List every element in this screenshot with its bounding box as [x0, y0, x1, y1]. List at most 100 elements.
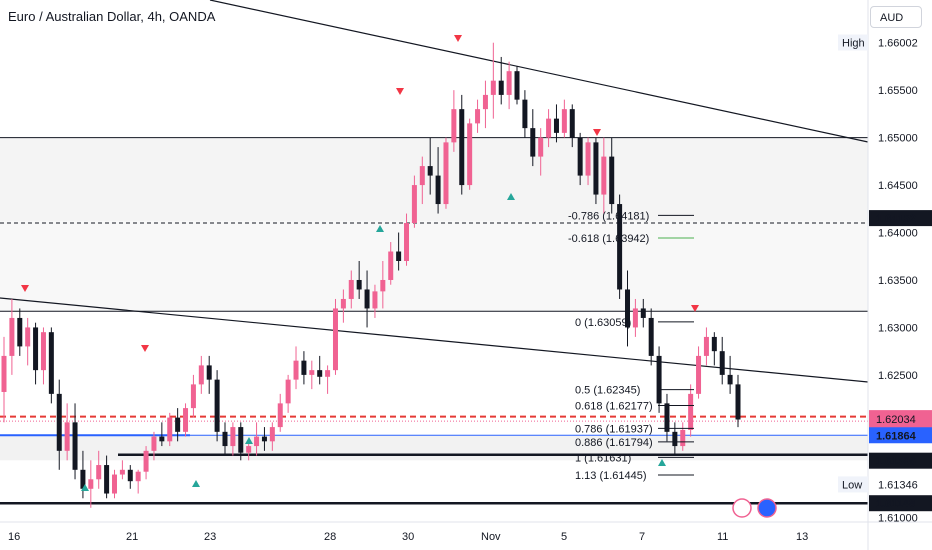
candle-body	[325, 370, 331, 377]
zone-lower	[0, 435, 868, 461]
candle-body	[261, 436, 267, 442]
candle-body	[609, 156, 615, 205]
fib-label: 0.618 (1.62177)	[575, 401, 653, 413]
candle-body	[364, 289, 370, 309]
candle-body	[151, 436, 157, 451]
candle-body	[625, 289, 631, 328]
candle-body	[64, 422, 70, 451]
candle-body	[340, 298, 346, 309]
fib-label: 0.886 (1.61794)	[575, 437, 653, 449]
candle-body	[175, 417, 181, 432]
candle-body	[33, 327, 39, 371]
candle-body	[577, 137, 583, 176]
news-event-icon[interactable]	[732, 498, 752, 518]
pivot-high-marker	[593, 129, 601, 136]
y-tick-label: 1.61000	[878, 512, 918, 524]
candle-body	[56, 393, 62, 451]
pivot-high-marker	[454, 35, 462, 42]
candle-body	[696, 355, 702, 394]
candle-body	[119, 469, 125, 475]
candle-body	[593, 142, 599, 195]
candle-body	[411, 185, 417, 224]
price-badge	[869, 427, 932, 444]
candle-body	[246, 446, 252, 453]
candle-body	[293, 360, 299, 380]
pivot-low-marker	[376, 225, 384, 232]
candle-body	[569, 109, 575, 138]
candle-body	[396, 251, 402, 261]
candle-body	[309, 370, 315, 375]
price-badge-value: 1.61346	[878, 479, 918, 491]
x-tick-label: 5	[561, 531, 567, 543]
candle-body	[127, 469, 133, 482]
candle-body	[104, 465, 110, 494]
candle-body	[167, 417, 173, 442]
candle-body	[317, 370, 323, 377]
candle-body	[348, 279, 354, 299]
candle-body	[475, 109, 481, 124]
x-tick-label: Nov	[481, 531, 501, 543]
zone-upper	[0, 137, 868, 222]
candle-body	[214, 379, 220, 432]
price-badge-value: 1.62034	[876, 414, 916, 426]
candle-body	[427, 166, 433, 176]
price-badge-value: 1.66002	[878, 38, 918, 50]
candle-body	[506, 71, 512, 95]
x-tick-label: 30	[402, 531, 414, 543]
candle-body	[254, 436, 260, 447]
x-tick-label: 7	[639, 531, 645, 543]
candle-body	[332, 308, 338, 371]
y-tick-label: 1.65000	[878, 133, 918, 145]
price-badge-value: 1.61864	[876, 430, 917, 442]
candle-body	[135, 471, 141, 482]
candle-body	[632, 308, 638, 328]
candle-body	[17, 317, 23, 347]
pivot-low-marker	[507, 193, 515, 200]
price-badge	[869, 495, 932, 512]
badge-side-label: High	[842, 38, 865, 50]
candle-body	[388, 251, 394, 280]
eu-flag-icon[interactable]	[757, 498, 777, 518]
candle-body	[538, 137, 544, 157]
candle-body	[601, 156, 607, 195]
candle-body	[277, 403, 283, 428]
candle-body	[269, 427, 275, 442]
currency-selector[interactable]: AUD	[870, 6, 922, 28]
candle-body	[735, 384, 741, 420]
candle-body	[530, 128, 536, 157]
candle-body	[206, 365, 212, 380]
pivot-low-marker	[658, 459, 666, 466]
price-badge	[869, 210, 932, 227]
candle-body	[80, 469, 86, 489]
x-tick-label: 13	[796, 531, 808, 543]
pivot-high-marker	[141, 345, 149, 352]
pivot-high-marker	[396, 88, 404, 95]
candle-body	[467, 123, 473, 186]
pivot-low-marker	[81, 484, 89, 491]
candle-body	[498, 80, 504, 95]
candle-body	[719, 351, 725, 375]
candle-body	[617, 204, 623, 290]
candle-body	[356, 279, 362, 290]
candle-body	[111, 474, 117, 494]
pivot-low-marker	[245, 437, 253, 444]
badge-side-label: Low	[842, 479, 862, 491]
candle-body	[48, 332, 54, 394]
candle-body	[159, 436, 165, 442]
x-tick-label: 21	[126, 531, 138, 543]
candle-body	[404, 223, 410, 261]
candle-body	[553, 118, 559, 133]
candle-body	[230, 427, 236, 447]
candle-body	[198, 365, 204, 385]
price-badge-value: 1.61596	[876, 456, 916, 468]
price-badge	[869, 452, 932, 469]
candle-body	[711, 336, 717, 352]
y-tick-label: 1.64500	[878, 180, 918, 192]
candle-body	[301, 360, 307, 375]
candle-body	[459, 109, 465, 186]
candle-body	[546, 118, 552, 138]
candle-body	[451, 109, 457, 143]
candle-body	[522, 99, 528, 129]
price-badge-value: 1.64152	[876, 213, 916, 225]
